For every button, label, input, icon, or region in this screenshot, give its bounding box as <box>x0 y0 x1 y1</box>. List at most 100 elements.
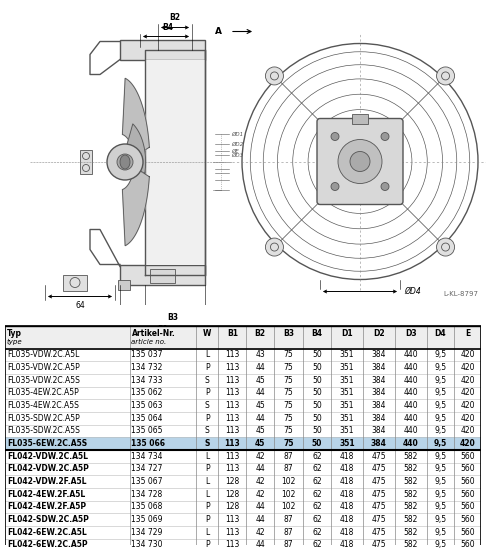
Text: 50: 50 <box>312 414 322 423</box>
Text: 75: 75 <box>284 426 294 436</box>
Text: 418: 418 <box>340 515 354 524</box>
Text: 44: 44 <box>255 515 265 524</box>
Text: P: P <box>205 388 209 398</box>
Text: 475: 475 <box>371 528 386 537</box>
Text: 351: 351 <box>339 439 355 448</box>
Text: 560: 560 <box>460 464 475 474</box>
Text: E: E <box>465 329 470 338</box>
Text: 42: 42 <box>255 528 265 537</box>
Bar <box>118 279 130 289</box>
Text: 75: 75 <box>284 350 294 359</box>
Text: 9,5: 9,5 <box>434 350 446 359</box>
Text: 9,5: 9,5 <box>434 376 446 385</box>
Text: 9,5: 9,5 <box>434 477 446 486</box>
Text: 420: 420 <box>460 350 475 359</box>
Text: 62: 62 <box>312 541 322 549</box>
Text: 113: 113 <box>225 439 240 448</box>
Bar <box>5 326 481 349</box>
Text: 351: 351 <box>340 388 354 398</box>
Text: 384: 384 <box>371 363 386 372</box>
Text: 384: 384 <box>371 439 387 448</box>
Text: 50: 50 <box>312 363 322 372</box>
Text: 440: 440 <box>403 414 418 423</box>
Text: L: L <box>205 477 209 486</box>
Text: 582: 582 <box>403 515 418 524</box>
Text: 420: 420 <box>460 388 475 398</box>
Text: 418: 418 <box>340 452 354 461</box>
Text: 9,5: 9,5 <box>434 439 447 448</box>
Circle shape <box>107 144 143 180</box>
Text: FL035-VDW.2C.A5L: FL035-VDW.2C.A5L <box>7 350 79 359</box>
Text: L: L <box>205 452 209 461</box>
Text: L-KL-8797: L-KL-8797 <box>443 290 478 296</box>
Text: 102: 102 <box>281 490 295 499</box>
Text: 560: 560 <box>460 503 475 512</box>
Text: B1: B1 <box>157 324 169 333</box>
Text: 75: 75 <box>284 376 294 385</box>
Text: 128: 128 <box>225 503 240 512</box>
Text: 582: 582 <box>403 541 418 549</box>
Text: 351: 351 <box>340 350 354 359</box>
Text: FL035-VDW.2C.A5P: FL035-VDW.2C.A5P <box>7 363 80 372</box>
Text: B2: B2 <box>170 14 180 23</box>
Text: FL042-6EW.2C.A5P: FL042-6EW.2C.A5P <box>7 541 87 549</box>
Text: 135 069: 135 069 <box>132 515 163 524</box>
Text: 420: 420 <box>460 439 475 448</box>
Bar <box>145 59 205 265</box>
Text: 582: 582 <box>403 503 418 512</box>
Text: W: W <box>203 329 211 338</box>
Circle shape <box>265 67 283 85</box>
Text: S: S <box>205 439 210 448</box>
Text: article no.: article no. <box>132 339 167 345</box>
Text: 113: 113 <box>225 414 240 423</box>
Text: 351: 351 <box>340 426 354 436</box>
Text: 62: 62 <box>312 452 322 461</box>
Text: D2: D2 <box>373 329 384 338</box>
Text: FL042-SDW.2C.A5P: FL042-SDW.2C.A5P <box>7 515 88 524</box>
Text: 475: 475 <box>371 477 386 486</box>
Text: 135 065: 135 065 <box>132 426 163 436</box>
Circle shape <box>381 183 389 190</box>
Text: FL035-4EW.2C.A5P: FL035-4EW.2C.A5P <box>7 388 79 398</box>
Text: Typ: Typ <box>7 329 22 338</box>
Text: 9,5: 9,5 <box>434 490 446 499</box>
Text: 42: 42 <box>255 490 265 499</box>
Bar <box>5 437 481 450</box>
Text: B1: B1 <box>227 329 238 338</box>
Text: 113: 113 <box>225 426 240 436</box>
Text: 560: 560 <box>460 490 475 499</box>
Circle shape <box>350 151 370 172</box>
Text: 44: 44 <box>255 464 265 474</box>
Text: B4: B4 <box>312 329 323 338</box>
Text: 9,5: 9,5 <box>434 515 446 524</box>
Text: A: A <box>215 27 222 36</box>
Text: 45: 45 <box>255 439 265 448</box>
Text: 418: 418 <box>340 503 354 512</box>
Text: 43: 43 <box>255 350 265 359</box>
Text: 582: 582 <box>403 490 418 499</box>
Text: 75: 75 <box>284 401 294 410</box>
Bar <box>150 268 175 283</box>
Text: 134 730: 134 730 <box>132 541 163 549</box>
Circle shape <box>331 183 339 190</box>
Text: 42: 42 <box>255 452 265 461</box>
Text: 50: 50 <box>312 350 322 359</box>
Text: 384: 384 <box>371 426 386 436</box>
Text: 134 733: 134 733 <box>132 376 163 385</box>
Text: 420: 420 <box>460 376 475 385</box>
Text: ØD4: ØD4 <box>404 287 421 296</box>
Text: 420: 420 <box>460 414 475 423</box>
Text: 45: 45 <box>255 426 265 436</box>
Text: 9,5: 9,5 <box>434 363 446 372</box>
Text: 418: 418 <box>340 490 354 499</box>
Text: FL042-6EW.2C.A5L: FL042-6EW.2C.A5L <box>7 528 87 537</box>
Polygon shape <box>122 167 149 246</box>
Text: 384: 384 <box>371 414 386 423</box>
Text: FL042-4EW.2F.A5P: FL042-4EW.2F.A5P <box>7 503 86 512</box>
Text: FL035-4EW.2C.A5S: FL035-4EW.2C.A5S <box>7 401 79 410</box>
Text: 560: 560 <box>460 528 475 537</box>
Text: 50: 50 <box>312 426 322 436</box>
Text: 384: 384 <box>371 388 386 398</box>
Circle shape <box>338 140 382 184</box>
Text: 44: 44 <box>255 388 265 398</box>
